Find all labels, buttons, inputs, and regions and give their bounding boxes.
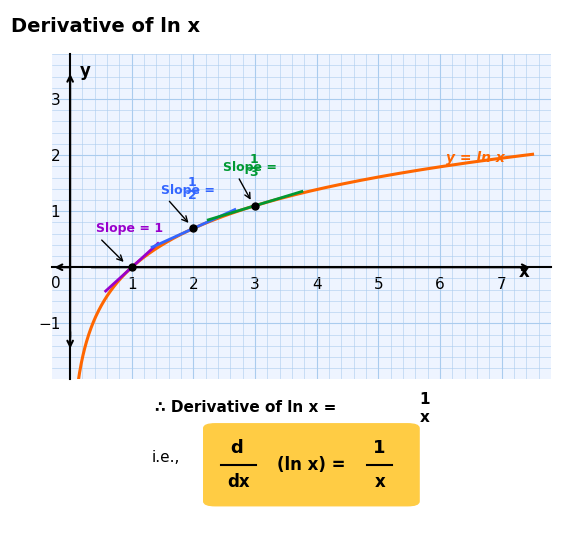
Text: Derivative of ln x: Derivative of ln x xyxy=(11,17,200,36)
Text: dx: dx xyxy=(227,473,250,491)
Text: 1: 1 xyxy=(420,392,430,407)
FancyBboxPatch shape xyxy=(204,424,419,506)
Text: y: y xyxy=(79,61,90,80)
Text: x: x xyxy=(420,410,430,425)
Text: x: x xyxy=(374,473,385,491)
Text: (ln x) =: (ln x) = xyxy=(277,456,346,474)
Text: Slope =: Slope = xyxy=(161,184,220,197)
Text: 1: 1 xyxy=(374,439,386,457)
Text: 3: 3 xyxy=(250,166,258,179)
Text: i.e.,: i.e., xyxy=(152,450,180,466)
Text: ∴ Derivative of ln x =: ∴ Derivative of ln x = xyxy=(155,400,342,415)
Text: 1: 1 xyxy=(188,176,197,189)
Text: Slope =: Slope = xyxy=(223,161,281,174)
Text: 1: 1 xyxy=(250,153,258,166)
Text: x: x xyxy=(519,263,529,281)
Text: 2: 2 xyxy=(188,189,197,202)
Text: d: d xyxy=(230,439,243,457)
Text: Slope = 1: Slope = 1 xyxy=(96,223,163,236)
Text: 0: 0 xyxy=(51,276,61,291)
Text: y = ln x: y = ln x xyxy=(446,151,505,165)
